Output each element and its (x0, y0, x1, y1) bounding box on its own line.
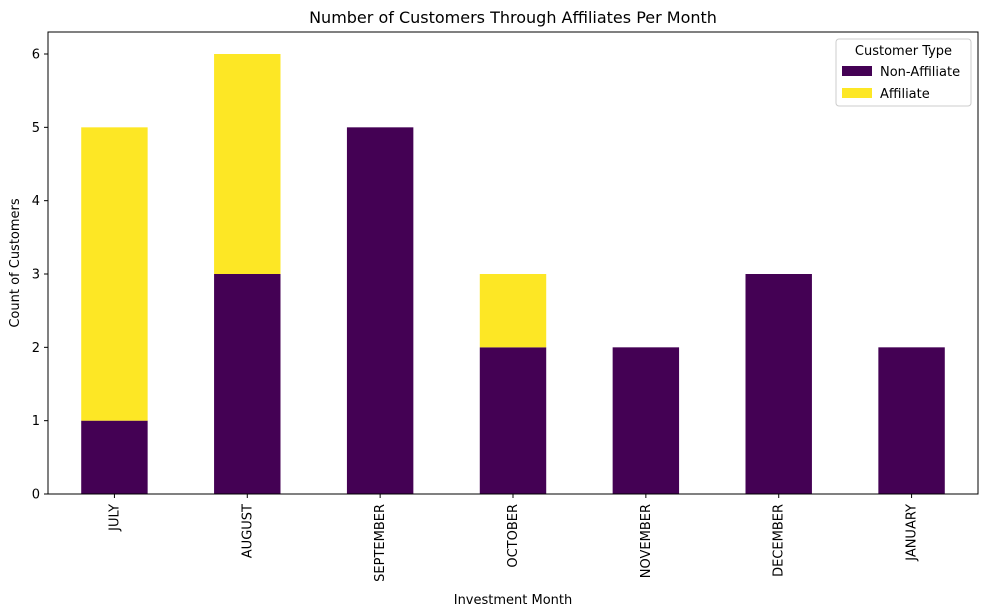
legend-items: Non-Affiliate Affiliate (842, 65, 960, 102)
legend-title: Customer Type (855, 44, 952, 59)
x-tick-label: JULY (107, 504, 122, 532)
y-tick-label: 2 (32, 341, 40, 356)
bars-group (81, 54, 945, 494)
x-tick-label: AUGUST (240, 504, 255, 558)
legend-swatch-non-affiliate (842, 66, 872, 76)
y-tick-label: 4 (32, 194, 40, 209)
x-axis-label: Investment Month (454, 593, 573, 608)
legend-swatch-affiliate (842, 88, 872, 98)
y-axis-label: Count of Customers (8, 198, 23, 328)
x-tick-label: SEPTEMBER (373, 504, 388, 582)
y-tick-label: 6 (32, 48, 40, 63)
y-tick-label: 1 (32, 414, 40, 429)
x-tick-label: JANUARY (905, 504, 920, 562)
plot-area-frame (47, 31, 979, 495)
legend-label-non-affiliate: Non-Affiliate (880, 65, 960, 80)
x-axis: JULY AUGUST SEPTEMBER OCTOBER NOVEMBER DECEMB… (107, 494, 920, 582)
legend-label-affiliate: Affiliate (880, 87, 930, 102)
bar-affiliate-july (81, 127, 148, 421)
bar-affiliate-october (479, 274, 547, 348)
x-tick-label: OCTOBER (506, 504, 521, 568)
y-tick-label: 3 (32, 268, 40, 283)
bar-non-affiliate-july (81, 420, 148, 494)
bar-non-affiliate-august (214, 274, 281, 494)
x-tick-label: DECEMBER (772, 504, 787, 577)
bar-non-affiliate-october (479, 347, 547, 494)
bar-non-affiliate-january (878, 347, 945, 494)
bar-non-affiliate-november (612, 347, 680, 494)
y-tick-label: 5 (32, 121, 40, 136)
y-axis: 0 1 2 3 4 5 6 (32, 48, 48, 503)
y-tick-label: 0 (32, 488, 40, 503)
bar-non-affiliate-september (346, 127, 414, 494)
x-tick-label: NOVEMBER (639, 504, 654, 578)
bar-non-affiliate-december (745, 274, 812, 494)
legend: Customer Type Non-Affiliate Affiliate (835, 38, 972, 107)
bar-affiliate-august (214, 54, 281, 274)
chart-title: Number of Customers Through Affiliates P… (309, 8, 717, 27)
